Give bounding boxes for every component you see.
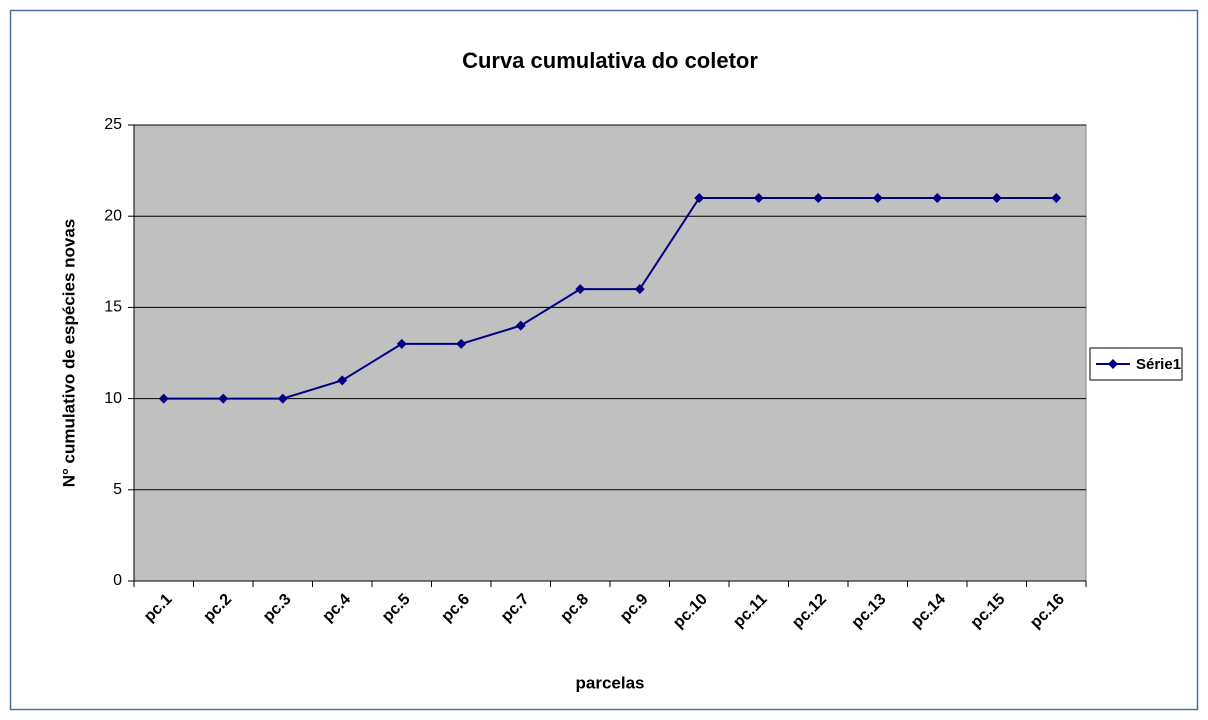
y-tick-label: 25 (104, 116, 122, 133)
y-tick-label: 15 (104, 299, 122, 316)
y-axis-label: N° cumulativo de espécies novas (59, 219, 78, 488)
point-marker (396, 338, 407, 349)
point-marker (277, 393, 288, 404)
point-marker (991, 192, 1002, 203)
chart-title: Curva cumulativa do coletor (462, 48, 758, 73)
point-marker (694, 192, 705, 203)
y-tick-label: 5 (113, 481, 122, 498)
point-marker (575, 284, 586, 295)
point-marker (753, 192, 764, 203)
point-marker (634, 284, 645, 295)
series-line (163, 196, 1057, 400)
y-tick-label: 0 (113, 572, 122, 589)
point-marker (932, 192, 943, 203)
x-axis-label: parcelas (576, 673, 645, 692)
legend-marker (1108, 359, 1118, 369)
point-marker (456, 338, 467, 349)
y-tick-label: 20 (104, 207, 122, 224)
y-tick-label: 10 (104, 390, 122, 407)
legend-label: Série1 (1136, 356, 1181, 373)
legend: Série1 (1089, 347, 1183, 381)
plot-area (133, 124, 1087, 582)
point-marker (872, 192, 883, 203)
point-marker (218, 393, 229, 404)
point-marker (158, 393, 169, 404)
point-marker (813, 192, 824, 203)
point-marker (1051, 192, 1062, 203)
point-marker (515, 320, 526, 331)
point-marker (337, 375, 348, 386)
